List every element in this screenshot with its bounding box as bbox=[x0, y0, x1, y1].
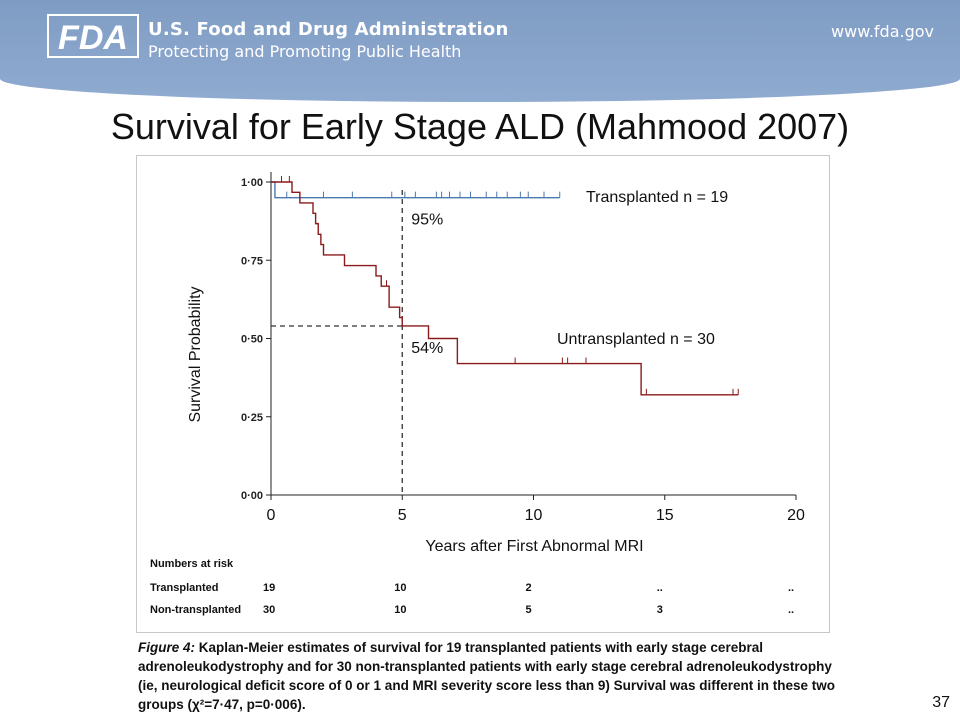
risk-cell: 5 bbox=[525, 604, 532, 616]
risk-cell: .. bbox=[788, 582, 795, 594]
risk-row-label: Transplanted bbox=[150, 582, 219, 594]
annotation-label: 54% bbox=[411, 340, 443, 357]
y-tick-label: 0·50 bbox=[241, 334, 263, 346]
page-number: 37 bbox=[932, 694, 950, 711]
slide-title: Survival for Early Stage ALD (Mahmood 20… bbox=[110, 106, 850, 147]
risk-cell: 30 bbox=[263, 604, 276, 616]
y-axis-label: Survival Probability bbox=[187, 286, 204, 422]
agency-tagline: Protecting and Promoting Public Health bbox=[148, 42, 462, 61]
x-tick-label: 10 bbox=[525, 507, 543, 524]
x-tick-label: 5 bbox=[398, 507, 407, 524]
reference-lines bbox=[271, 190, 403, 495]
series-label-transplanted: Transplanted n = 19 bbox=[586, 189, 728, 206]
risk-table-heading: Numbers at risk bbox=[150, 558, 234, 570]
svg-text:FDA: FDA bbox=[58, 19, 128, 57]
risk-cell: 10 bbox=[394, 604, 407, 616]
risk-cell: .. bbox=[656, 582, 663, 594]
x-tick-label: 0 bbox=[267, 507, 276, 524]
figure-caption: Figure 4: Kaplan-Meier estimates of surv… bbox=[138, 638, 838, 714]
y-tick-label: 1·00 bbox=[241, 177, 263, 189]
y-tick-label: 0·25 bbox=[241, 412, 263, 424]
risk-row-non-transplanted: Non-transplanted 30 10 5 3.. bbox=[150, 604, 820, 618]
y-tick-label: 0·75 bbox=[241, 255, 263, 267]
risk-row-label: Non-transplanted bbox=[150, 604, 242, 616]
risk-cell: 19 bbox=[263, 582, 276, 594]
figure-label: Figure 4: bbox=[138, 640, 196, 655]
series-label-untransplanted: Untransplanted n = 30 bbox=[557, 331, 715, 348]
x-tick-label: 20 bbox=[787, 507, 805, 524]
risk-cell: .. bbox=[788, 604, 795, 616]
risk-row-transplanted: Transplanted 19 10 2.... bbox=[150, 582, 820, 596]
x-tick-label: 15 bbox=[656, 507, 674, 524]
header-banner: FDA U.S. Food and Drug Administration Pr… bbox=[0, 0, 960, 102]
website-link[interactable]: www.fda.gov bbox=[831, 22, 934, 41]
kaplan-meier-chart: 0·00 0·25 0·50 0·75 1·00 0 5 10 15 20 Survival Pro… bbox=[187, 172, 805, 555]
series-layer bbox=[271, 176, 739, 396]
y-tick-label: 0·00 bbox=[241, 490, 263, 502]
caption-text: Kaplan-Meier estimates of survival for 1… bbox=[138, 640, 835, 712]
labels-layer: Transplanted n = 19 Untransplanted n = 30… bbox=[411, 189, 728, 357]
annotation-label: 95% bbox=[411, 212, 443, 229]
fda-logo: FDA bbox=[47, 14, 139, 58]
figure-frame bbox=[136, 155, 830, 633]
risk-cell: 3 bbox=[656, 604, 663, 616]
agency-name: U.S. Food and Drug Administration bbox=[148, 19, 509, 40]
risk-cell: 2 bbox=[525, 582, 532, 594]
chart-axes: 0·00 0·25 0·50 0·75 1·00 0 5 10 15 20 Survival Pro… bbox=[187, 172, 805, 555]
x-axis-label: Years after First Abnormal MRI bbox=[425, 538, 643, 555]
risk-cell: 10 bbox=[394, 582, 407, 594]
series-line-untransplanted bbox=[271, 181, 739, 396]
